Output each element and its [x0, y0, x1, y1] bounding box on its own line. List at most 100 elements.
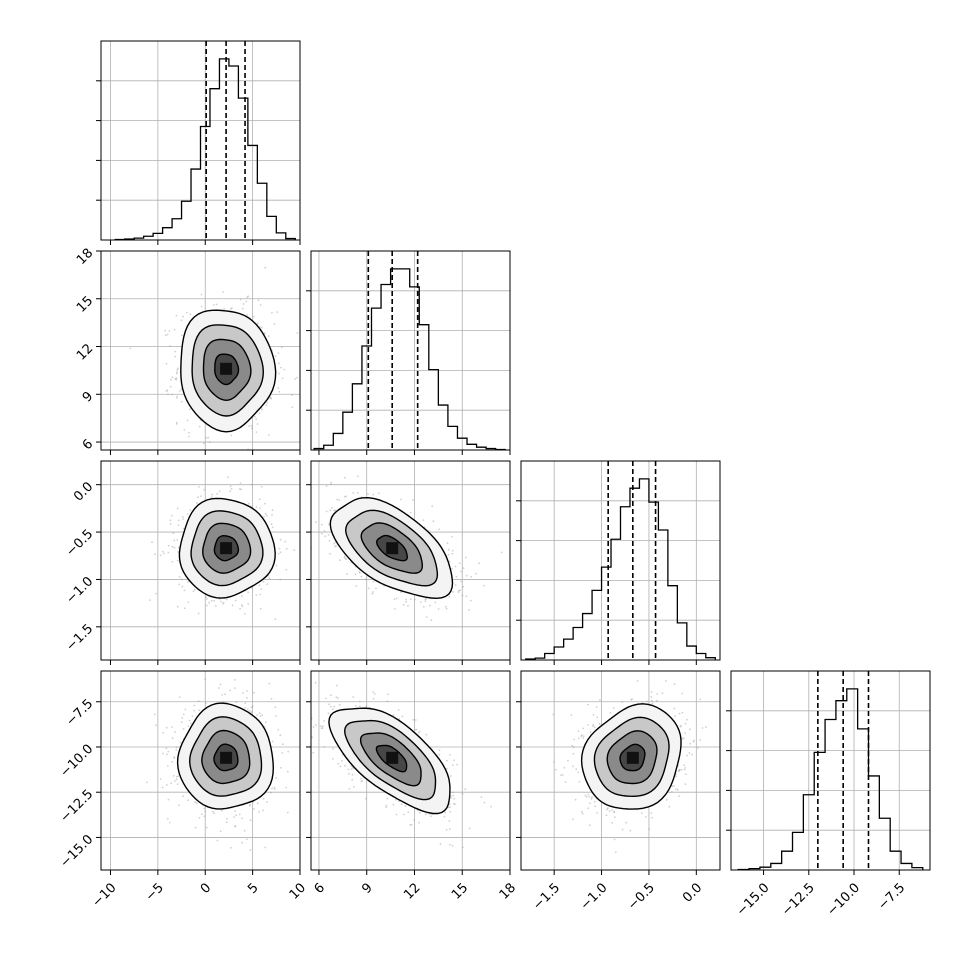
scatter-point [180, 388, 183, 390]
scatter-point [239, 298, 242, 301]
scatter-point [252, 315, 255, 318]
scatter-point [291, 406, 294, 409]
scatter-point [438, 749, 441, 752]
scatter-point [235, 814, 238, 817]
scatter-point [337, 762, 340, 765]
scatter-point [588, 824, 591, 827]
scatter-point [177, 546, 180, 549]
histogram-panel-2 [516, 460, 721, 665]
scatter-point [448, 803, 451, 806]
scatter-point [447, 553, 450, 556]
scatter-point [355, 585, 358, 587]
scatter-point [240, 488, 242, 491]
contour-line [375, 534, 409, 562]
scatter-point [377, 492, 380, 495]
scatter-point [422, 605, 425, 608]
scatter-point [347, 768, 350, 771]
scatter-point [244, 707, 247, 709]
scatter-point [259, 507, 261, 510]
scatter-point [246, 697, 248, 699]
scatter-point [231, 604, 234, 607]
scatter-point [251, 705, 254, 708]
scatter-point [296, 376, 298, 379]
scatter-point [330, 481, 333, 484]
joint-content [129, 266, 299, 494]
scatter-point [311, 736, 313, 739]
contour-line [360, 522, 424, 574]
ticks [306, 701, 511, 875]
axes-frame [100, 250, 301, 451]
scatter-point [464, 788, 467, 791]
scatter-point [179, 390, 181, 392]
scatter-point [431, 505, 434, 508]
x-tick-label: 5 [245, 880, 261, 896]
scatter-point [198, 816, 201, 819]
scatter-point [386, 797, 389, 800]
ticks [726, 710, 900, 875]
scatter-point [395, 813, 398, 816]
scatter-point [385, 804, 388, 807]
axes-frame [310, 460, 511, 661]
scatter-point [425, 616, 428, 618]
scatter-point [159, 778, 162, 780]
scatter-point [414, 728, 417, 731]
scatter-point [294, 494, 296, 496]
scatter-point [407, 811, 410, 813]
scatter-point [345, 495, 347, 498]
scatter-point [165, 362, 168, 365]
scatter-point [296, 332, 299, 334]
scatter-point [271, 312, 273, 314]
scatter-point [454, 565, 457, 568]
scatter-point [420, 601, 422, 603]
scatter-point [425, 733, 428, 736]
axes-frame [310, 250, 511, 451]
scatter-point [327, 712, 330, 715]
scatter-point [448, 560, 451, 563]
axes-frame [100, 40, 301, 241]
scatter-point [203, 807, 206, 810]
scatter-point [424, 813, 427, 816]
joint-content [146, 678, 290, 851]
scatter-point [478, 562, 480, 565]
scatter-point [285, 568, 288, 571]
scatter-point [350, 768, 353, 770]
grid-lines [318, 251, 463, 450]
scatter-point [261, 408, 263, 411]
scatter-point [371, 592, 374, 595]
scatter-point [189, 492, 191, 494]
scatter-point [453, 759, 455, 762]
scatter-point [204, 810, 207, 812]
scatter-point [256, 802, 259, 805]
scatter-point [238, 813, 241, 816]
scatter-point [385, 806, 387, 809]
scatter-point [206, 604, 208, 607]
scatter-point [283, 368, 286, 371]
scatter-point [275, 776, 278, 779]
scatter-point [154, 713, 156, 716]
scatter-point [171, 393, 173, 396]
scatter-point [448, 806, 451, 809]
scatter-point [277, 729, 280, 731]
scatter-point [280, 766, 282, 769]
scatter-point [188, 435, 190, 438]
scatter-point [270, 697, 273, 700]
scatter-point [315, 724, 317, 726]
scatter-point [265, 514, 268, 517]
scatter-point [348, 787, 351, 790]
grid-lines [731, 710, 930, 831]
scatter-point [204, 678, 206, 680]
scatter-point [621, 828, 624, 831]
scatter-point [445, 767, 448, 770]
scatter-point [233, 825, 236, 828]
scatter-point [181, 585, 184, 588]
scatter-point [182, 795, 185, 798]
scatter-point [240, 604, 243, 606]
scatter-point [229, 490, 232, 493]
scatter-point [314, 681, 317, 684]
scatter-point [401, 715, 404, 718]
scatter-point [205, 826, 208, 829]
scatter-point [273, 786, 276, 789]
scatter-point [409, 511, 412, 514]
scatter-point [244, 702, 247, 705]
scatter-point [259, 607, 262, 610]
